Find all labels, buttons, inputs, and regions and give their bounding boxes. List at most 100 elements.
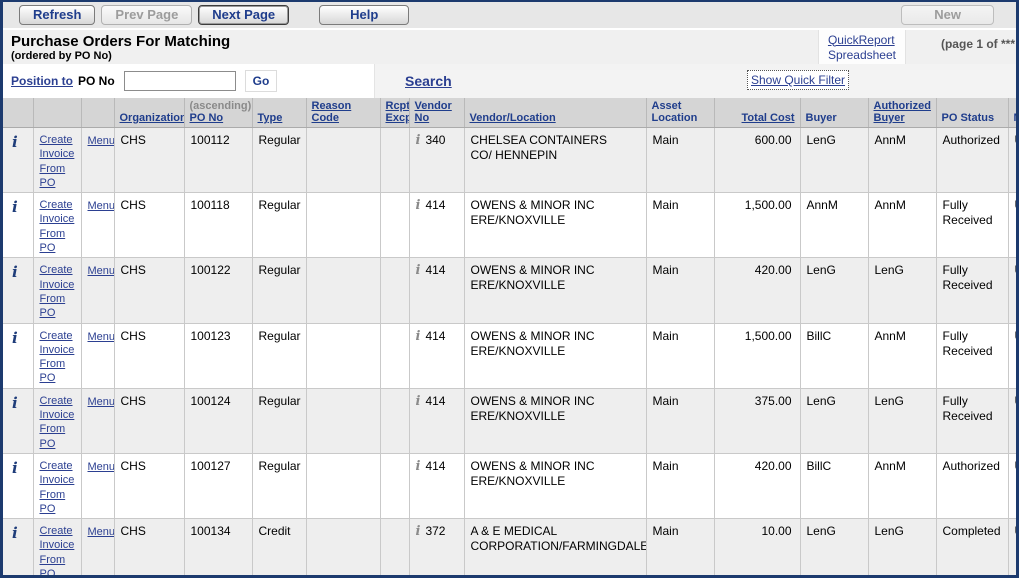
sort-direction-label: (ascending) [189,100,252,112]
info-icon[interactable]: i [12,524,18,543]
cell-organization: CHS [114,192,185,259]
next-page-button[interactable]: Next Page [198,4,290,26]
cell-po-no: 100118 [184,192,253,259]
cell-organization: CHS [114,388,185,454]
vendor-no-value: 414 [425,458,446,473]
info-icon[interactable]: i [12,458,18,477]
report-links: QuickReport Spreadsheet [817,30,906,64]
vendor-info-icon[interactable]: i [415,263,421,279]
cell-vendor-location: A & E MEDICAL CORPORATION/FARMINGDALE [464,518,647,575]
table-row: i Create Invoice From PO Menu CHS 100124 Regu… [3,388,1016,454]
refresh-button[interactable]: Refresh [19,4,96,26]
info-icon[interactable]: i [12,328,18,347]
cell-rcpt-excp [380,192,410,259]
cell-vendor-no: i 414 [409,257,465,324]
vendor-info-icon[interactable]: i [415,458,421,474]
cell-clipped: U [1008,257,1016,324]
vendor-info-icon[interactable]: i [415,524,421,540]
cell-authorized-buyer: AnnM [868,127,937,194]
row-info-cell: i [3,388,34,454]
menu-link[interactable]: Menu [87,135,114,147]
header-vendor-no: Vendor No [409,98,465,128]
create-invoice-from-po-link[interactable]: Create Invoice From PO [39,394,75,450]
header-rcpt-excp: Rcpt Excp [380,98,410,128]
create-invoice-from-po-link[interactable]: Create Invoice From PO [39,525,75,578]
cell-type: Regular [252,388,307,454]
cell-authorized-buyer: AnnM [868,192,937,259]
vendor-info-icon[interactable]: i [415,328,421,344]
purchase-orders-table: Organization (ascending) PO No Type Reaso… [3,98,1016,578]
cell-vendor-no: i 414 [409,192,465,259]
cell-clipped: U [1008,518,1016,575]
header-info-column [3,98,34,128]
create-invoice-from-po-link[interactable]: Create Invoice From PO [39,134,75,189]
create-invoice-from-po-link[interactable]: Create Invoice From PO [39,459,75,515]
header-total-cost: Total Cost [714,98,801,128]
create-invoice-from-po-link[interactable]: Create Invoice From PO [39,199,75,255]
menu-link[interactable]: Menu [87,265,114,278]
vendor-info-icon[interactable]: i [415,198,421,214]
menu-link[interactable]: Menu [87,526,114,539]
info-icon[interactable]: i [12,198,18,217]
sort-type-link[interactable]: Type [257,112,283,124]
sort-po-no-link[interactable]: PO No [189,112,224,124]
search-link[interactable]: Search [405,73,452,89]
position-to-link[interactable]: Position to [11,74,73,88]
cell-total-cost: 10.00 [714,518,801,575]
page-indicator: (page 1 of *** [940,37,1015,51]
cell-asset-location: Main [646,518,715,575]
cell-rcpt-excp [380,127,410,194]
header-menu-column [81,98,115,128]
vendor-info-icon[interactable]: i [415,133,421,148]
cell-type: Regular [252,127,307,194]
table-row: i Create Invoice From PO Menu CHS 100123 Regu… [3,323,1016,389]
menu-link[interactable]: Menu [87,330,114,343]
cell-reason-code [306,388,381,454]
position-to-input[interactable] [123,71,236,91]
create-invoice-from-po-link[interactable]: Create Invoice From PO [39,329,75,385]
cell-type: Regular [252,323,307,389]
sort-vendor-no-link[interactable]: Vendor No [414,100,452,124]
show-quick-filter-link[interactable]: Show Quick Filter [747,70,850,90]
cell-total-cost: 1,500.00 [714,192,801,259]
go-button[interactable]: Go [244,70,278,92]
cell-po-no: 100122 [184,257,253,324]
cell-buyer: AnnM [800,192,869,259]
cell-clipped: U [1008,323,1016,389]
cell-total-cost: 1,500.00 [714,323,801,389]
help-button[interactable]: Help [319,4,410,26]
spreadsheet-link[interactable]: Spreadsheet [827,47,896,62]
cell-asset-location: Main [646,388,715,454]
cell-clipped: U [1008,388,1016,454]
po-table-body: i Create Invoice From PO Menu CHS 100112 Regu… [3,127,1016,578]
create-invoice-from-po-link[interactable]: Create Invoice From PO [39,264,75,320]
menu-link[interactable]: Menu [87,395,114,408]
sort-vendor-location-link[interactable]: Vendor/Location [469,112,556,124]
cell-po-no: 100134 [184,518,253,575]
filter-bar: Position to PO No Go Search Show Quick F… [3,64,1016,98]
cell-po-status: Fully Received [936,323,1009,389]
info-icon[interactable]: i [12,393,18,412]
sort-reason-code-link[interactable]: Reason Code [311,100,352,124]
sort-total-cost-link[interactable]: Total Cost [741,112,795,124]
sort-authorized-buyer-link[interactable]: Authorized Buyer [873,100,931,124]
header-vendor-location: Vendor/Location [464,98,647,128]
info-icon[interactable]: i [12,133,18,151]
cell-total-cost: 420.00 [714,257,801,324]
cell-clipped: U [1008,127,1016,194]
table-row: i Create Invoice From PO Menu CHS 100112 Regu… [3,127,1016,194]
menu-cell: Menu [81,323,115,389]
cell-vendor-location: OWENS & MINOR INC ERE/KNOXVILLE [464,257,647,324]
vendor-info-icon[interactable]: i [415,393,421,409]
menu-link[interactable]: Menu [87,200,114,213]
menu-cell: Menu [81,388,115,454]
sort-organization-link[interactable]: Organization [119,112,184,124]
cell-authorized-buyer: LenG [868,388,937,454]
sort-rcpt-excp-link[interactable]: Rcpt Excp [385,100,409,124]
cell-total-cost: 600.00 [714,127,801,194]
menu-link[interactable]: Menu [87,460,114,473]
quick-report-link[interactable]: QuickReport [827,32,895,47]
cell-po-status: Fully Received [936,388,1009,454]
info-icon[interactable]: i [12,263,18,282]
